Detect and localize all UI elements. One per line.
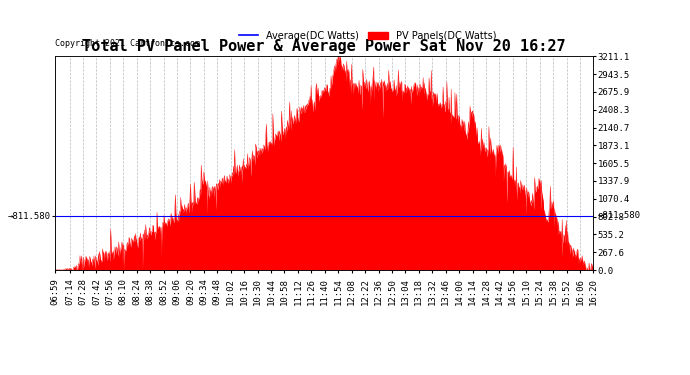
- Title: Total PV Panel Power & Average Power Sat Nov 20 16:27: Total PV Panel Power & Average Power Sat…: [83, 39, 566, 54]
- Legend: Average(DC Watts), PV Panels(DC Watts): Average(DC Watts), PV Panels(DC Watts): [235, 27, 500, 45]
- Text: ←811.580: ←811.580: [598, 211, 640, 220]
- Text: Copyright 2021 Cartronics.com: Copyright 2021 Cartronics.com: [55, 39, 200, 48]
